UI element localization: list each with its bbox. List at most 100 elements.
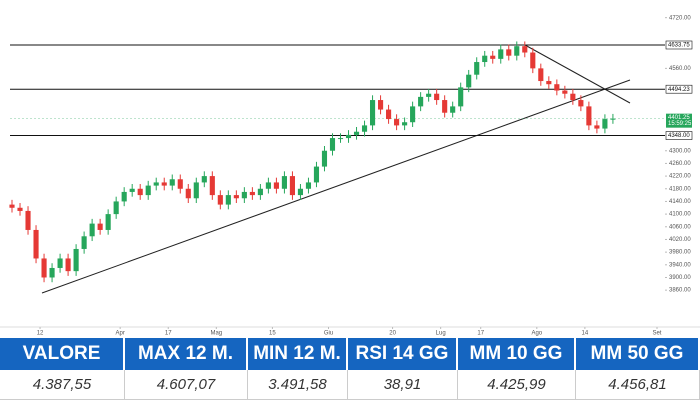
table-cell: 4.607,07: [125, 370, 248, 400]
table-header: VALORE: [0, 338, 125, 370]
level-tag: [665, 40, 693, 50]
y-tick-label: 4220.00: [669, 174, 691, 180]
candle-body: [161, 182, 167, 186]
candle-body: [185, 188, 191, 199]
trend-line: [41, 79, 631, 294]
level-label: 4494.23: [668, 87, 690, 93]
candle-body: [602, 119, 608, 129]
table-cell: 3.491,58: [248, 370, 348, 400]
candle-body: [378, 100, 384, 110]
candle-body: [466, 74, 472, 88]
candle-body: [225, 195, 231, 205]
candle-body: [217, 195, 223, 205]
table-header: MAX 12 M.: [125, 338, 248, 370]
x-tick-label: Giu: [324, 331, 333, 337]
candle-body: [49, 267, 55, 278]
candle-body: [89, 223, 95, 237]
candle-body: [570, 93, 576, 101]
candle-body: [177, 179, 183, 189]
candle-body: [129, 188, 135, 192]
candle-body: [554, 84, 560, 91]
candle-body: [209, 176, 215, 196]
candle-body: [506, 49, 512, 56]
candle-body: [450, 106, 456, 113]
candle-body: [33, 229, 39, 259]
table-header: MM 50 GG: [576, 338, 700, 370]
x-tick-label: Apr: [115, 331, 124, 337]
candle-body: [249, 191, 255, 196]
candle-body: [458, 87, 464, 107]
stats-table: VALORE MAX 12 M. MIN 12 M. RSI 14 GG MM 10 G…: [0, 338, 700, 400]
candle-body: [329, 138, 336, 151]
candle-body: [25, 210, 31, 230]
x-tick-label: 20: [389, 331, 396, 337]
x-tick-label: Mag: [210, 331, 222, 337]
candle-body: [313, 166, 320, 183]
candle-body: [97, 223, 103, 230]
candle-body: [434, 93, 440, 101]
candle-body: [289, 176, 295, 196]
y-tick-label: 4140.00: [669, 199, 691, 205]
candle-body: [153, 182, 159, 186]
candle-body: [594, 125, 600, 129]
candle-body: [145, 185, 151, 196]
y-tick-label: 4720.00: [669, 15, 691, 21]
candle-body: [233, 195, 239, 199]
x-tick-label: Ago: [531, 331, 542, 337]
candle-body: [169, 179, 175, 186]
candle-body: [610, 118, 616, 120]
y-tick-label: 3940.00: [669, 262, 691, 268]
candle-body: [81, 236, 87, 249]
candle-body: [538, 68, 544, 82]
y-tick-label: 4560.00: [669, 66, 691, 72]
candle-body: [418, 96, 424, 107]
candle-body: [337, 138, 344, 140]
candle-body: [121, 191, 127, 202]
y-tick-label: 4300.00: [669, 148, 691, 154]
candle-body: [578, 100, 584, 107]
candle-body: [562, 90, 568, 94]
candle-body: [442, 100, 448, 113]
candle-body: [498, 49, 504, 59]
candle-body: [522, 46, 528, 53]
last-price-label: 4401.25: [668, 115, 690, 121]
trend-line: [524, 44, 631, 104]
table-header: MM 10 GG: [458, 338, 576, 370]
candle-body: [297, 188, 304, 196]
candle-body: [65, 258, 71, 272]
y-tick-label: 3980.00: [669, 250, 691, 256]
candle-body: [361, 125, 368, 132]
candle-body: [410, 106, 416, 123]
x-tick-label: Lug: [436, 331, 446, 337]
candle-body: [105, 214, 111, 230]
y-tick-label: 3900.00: [669, 275, 691, 281]
candle-body: [353, 131, 360, 135]
level-tag: [665, 84, 693, 94]
y-tick-label: 4100.00: [669, 212, 691, 218]
candle-body: [57, 258, 63, 268]
candle-body: [482, 55, 488, 63]
x-tick-label: 17: [477, 331, 484, 337]
y-tick-label: 4060.00: [669, 224, 691, 230]
candle-body: [321, 150, 328, 167]
x-tick-label: Set: [652, 331, 661, 337]
candle-body: [386, 109, 392, 120]
candle-body: [369, 100, 376, 126]
last-price-tag: [666, 113, 692, 128]
candle-body: [305, 182, 312, 189]
candle-body: [241, 191, 247, 199]
level-label: 4348.00: [668, 133, 690, 139]
table-cell: 4.425,99: [458, 370, 576, 400]
candle-body: [193, 182, 199, 199]
candle-body: [586, 106, 592, 126]
y-tick-label: 3860.00: [669, 288, 691, 294]
candle-body: [345, 134, 352, 139]
level-label: 4633.75: [668, 43, 690, 49]
candle-body: [273, 182, 279, 189]
candle-body: [73, 248, 79, 272]
chart: 3860.00 3900.00 3940.00 3980.00 4020.00 4060.…: [0, 15, 700, 337]
candle-body: [265, 182, 271, 189]
table-cell: 4.387,55: [0, 370, 125, 400]
candle-body: [474, 62, 480, 75]
